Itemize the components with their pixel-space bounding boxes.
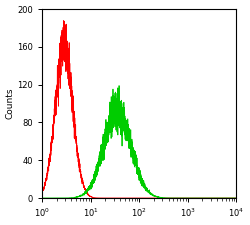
Y-axis label: Counts: Counts bbox=[6, 88, 15, 119]
